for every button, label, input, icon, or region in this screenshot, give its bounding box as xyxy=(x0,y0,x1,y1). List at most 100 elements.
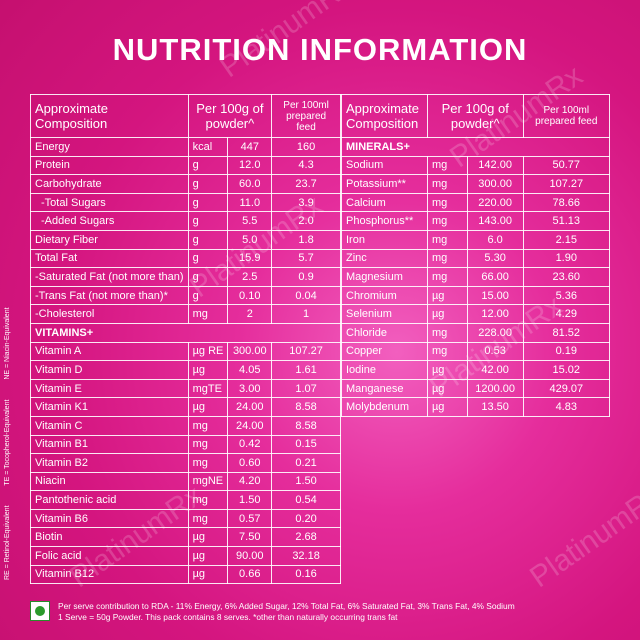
nutrient-name: Total Fat xyxy=(30,248,189,269)
unit-cell: mg xyxy=(187,415,229,436)
unit-cell: µg xyxy=(426,360,468,380)
nutrient-name: Vitamin K1 xyxy=(30,397,189,417)
table-row: Vitamin K1 µg 24.00 8.58 xyxy=(30,397,341,417)
nutrient-name: -Total Sugars xyxy=(30,192,189,213)
nutrient-name: Dietary Fiber xyxy=(30,229,189,250)
nutrient-name: Carbohydrate xyxy=(30,174,189,194)
nutrient-name: Vitamin B12 xyxy=(30,564,189,585)
per100ml-value: 0.04 xyxy=(271,285,341,306)
table-row: Chloride mg 228.00 81.52 xyxy=(341,322,611,343)
unit-cell: g xyxy=(187,192,229,213)
page-title: NUTRITION INFORMATION xyxy=(112,32,528,67)
nutrient-name: -Trans Fat (not more than)* xyxy=(30,285,189,306)
table-header-row: Approximate Composition Per 100g of powd… xyxy=(341,94,611,138)
nutrient-name: Calcium xyxy=(341,192,428,213)
unit-cell: mgNE xyxy=(187,471,229,492)
unit-cell: mgTE xyxy=(187,378,229,399)
per100ml-value: 8.58 xyxy=(271,415,341,436)
table-row: Potassium** mg 300.00 107.27 xyxy=(341,174,611,194)
per100ml-value: 51.13 xyxy=(522,211,611,231)
footer-line: Per serve contribution to RDA - 11% Ener… xyxy=(58,601,515,611)
section-label: VITAMINS+ xyxy=(30,322,341,343)
unit-cell: mg xyxy=(187,304,229,324)
footer-line: 1 Serve = 50g Powder. This pack contains… xyxy=(58,612,398,622)
nutrient-name: Magnesium xyxy=(341,267,428,287)
per100g-value: 15.00 xyxy=(466,285,524,306)
per100g-value: 5.5 xyxy=(227,211,273,231)
unit-cell: mg xyxy=(426,248,468,269)
table-row: Copper mg 0.53 0.19 xyxy=(341,341,611,362)
per100ml-value: 2.15 xyxy=(522,229,611,250)
side-note: NE = Niacin-Equivalent xyxy=(4,307,11,380)
nutrient-name: Biotin xyxy=(30,527,189,548)
per100g-value: 24.00 xyxy=(227,415,273,436)
per100g-value: 300.00 xyxy=(466,174,524,194)
table-row: Iodine µg 42.00 15.02 xyxy=(341,360,611,380)
unit-cell: kcal xyxy=(187,137,229,157)
table-row: -Trans Fat (not more than)* g 0.10 0.04 xyxy=(30,285,341,306)
per100ml-header: Per 100ml prepared feed xyxy=(522,94,611,138)
unit-cell: mg xyxy=(187,490,229,510)
table-row: Vitamin B2 mg 0.60 0.21 xyxy=(30,453,341,473)
nutrient-name: Copper xyxy=(341,341,428,362)
unit-cell: g xyxy=(187,155,229,176)
unit-cell: µg xyxy=(187,397,229,417)
per100ml-value: 0.54 xyxy=(271,490,341,510)
per100ml-value: 1.50 xyxy=(271,471,341,492)
table-header-row: Approximate Composition Per 100g of powd… xyxy=(30,94,341,138)
nutrient-name: Zinc xyxy=(341,248,428,269)
equivalents-note: RE = Retinol-Equivalent TE = Tocopherol-… xyxy=(4,289,11,580)
unit-cell: g xyxy=(187,211,229,231)
per100ml-value: 2.68 xyxy=(271,527,341,548)
per100ml-value: 2.0 xyxy=(271,211,341,231)
nutrient-name: Sodium xyxy=(341,155,428,176)
per100g-value: 0.66 xyxy=(227,564,273,585)
unit-cell: mg xyxy=(426,267,468,287)
unit-cell: mg xyxy=(426,322,468,343)
unit-cell: mg xyxy=(187,453,229,473)
per100g-value: 447 xyxy=(227,137,273,157)
per100g-value: 2.5 xyxy=(227,267,273,287)
unit-cell: g xyxy=(187,285,229,306)
per100g-value: 0.57 xyxy=(227,508,273,529)
per100g-header: Per 100g of powder^ xyxy=(187,94,273,138)
per100g-value: 11.0 xyxy=(227,192,273,213)
nutrient-name: Chromium xyxy=(341,285,428,306)
nutrient-name: Molybdenum xyxy=(341,397,428,417)
per100g-value: 15.9 xyxy=(227,248,273,269)
per100ml-value: 429.07 xyxy=(522,378,611,399)
nutrient-name: Vitamin D xyxy=(30,360,189,380)
per100ml-value: 1.61 xyxy=(271,360,341,380)
table-row: Dietary Fiber g 5.0 1.8 xyxy=(30,229,341,250)
nutrient-name: Pantothenic acid xyxy=(30,490,189,510)
unit-cell: µg xyxy=(426,304,468,324)
per100g-value: 142.00 xyxy=(466,155,524,176)
unit-cell: µg xyxy=(187,527,229,548)
table-row: -Cholesterol mg 2 1 xyxy=(30,304,341,324)
nutrient-name: Potassium** xyxy=(341,174,428,194)
unit-cell: g xyxy=(187,248,229,269)
table-row: -Added Sugars g 5.5 2.0 xyxy=(30,211,341,231)
unit-cell: µg xyxy=(187,564,229,585)
nutrient-name: Vitamin B6 xyxy=(30,508,189,529)
per100g-value: 228.00 xyxy=(466,322,524,343)
unit-cell: µg xyxy=(426,378,468,399)
per100ml-value: 0.19 xyxy=(522,341,611,362)
nutrient-name: Vitamin B1 xyxy=(30,434,189,455)
table-row: Molybdenum µg 13.50 4.83 xyxy=(341,397,611,417)
per100ml-value: 0.20 xyxy=(271,508,341,529)
per100ml-value: 1.90 xyxy=(522,248,611,269)
per100ml-value: 1.8 xyxy=(271,229,341,250)
nutrient-name: Vitamin A xyxy=(30,341,189,362)
per100ml-value: 0.9 xyxy=(271,267,341,287)
unit-cell: mg xyxy=(426,174,468,194)
table-row: -Total Sugars g 11.0 3.9 xyxy=(30,192,341,213)
unit-cell: µg RE xyxy=(187,341,229,362)
table-row: Folic acid µg 90.00 32.18 xyxy=(30,546,341,566)
per100ml-value: 160 xyxy=(271,137,341,157)
per100ml-value: 107.27 xyxy=(271,341,341,362)
nutrition-table-right: Approximate Composition Per 100g of powd… xyxy=(341,94,611,417)
per100g-value: 2 xyxy=(227,304,273,324)
table-row: Biotin µg 7.50 2.68 xyxy=(30,527,341,548)
